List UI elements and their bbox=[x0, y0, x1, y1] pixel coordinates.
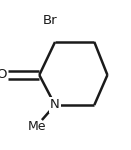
Text: Br: Br bbox=[42, 15, 57, 27]
Text: Me: Me bbox=[27, 120, 46, 132]
Text: O: O bbox=[0, 69, 7, 81]
Text: N: N bbox=[50, 99, 60, 111]
